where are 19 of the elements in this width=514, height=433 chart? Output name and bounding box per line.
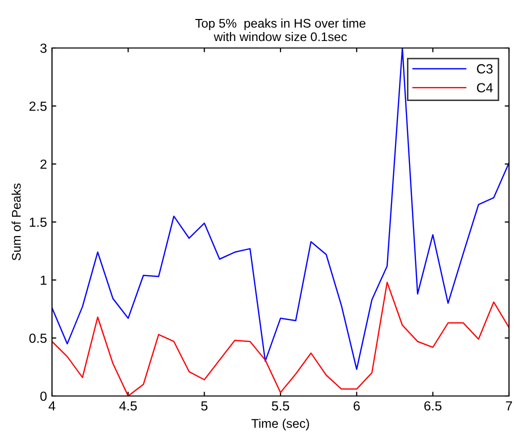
y-tick-label: 1.5 [30, 218, 47, 227]
y-axis-title: Sum of Peaks [12, 184, 21, 260]
y-tick-label: 0 [40, 392, 47, 401]
x-axis-title: Time (sec) [252, 418, 310, 430]
x-tick-label: 7 [506, 401, 512, 410]
x-tick-label: 5 [201, 401, 208, 411]
x-tick-label: 4 [48, 401, 56, 410]
x-tick-label: 5.5 [272, 401, 290, 411]
y-tick-label: 0.5 [29, 334, 47, 343]
legend-label: C4 [476, 83, 493, 92]
legend-label: C3 [476, 64, 493, 74]
x-tick-label: 6 [354, 401, 360, 411]
x-tick-label: 6.5 [424, 401, 442, 411]
y-tick-label: 1 [40, 276, 46, 285]
x-tick-label: 4.5 [119, 401, 137, 411]
y-tick-label: 3 [40, 44, 47, 53]
y-tick-label: 2.5 [29, 102, 47, 111]
chart-title: Top 5% peaks in HS over time with window size 0.1sec [195, 18, 366, 42]
y-tick-label: 2 [40, 160, 46, 169]
